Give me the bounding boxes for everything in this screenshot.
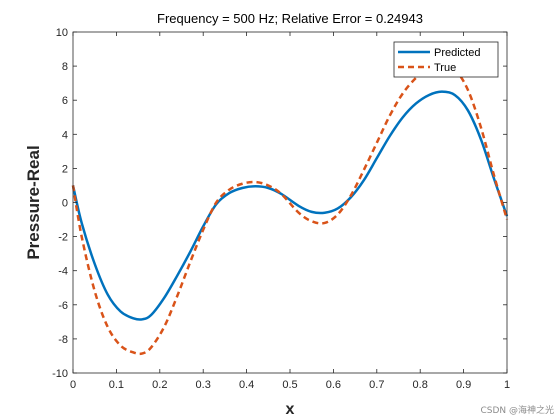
series-layer xyxy=(71,63,509,356)
y-tick-label: -8 xyxy=(58,334,68,346)
legend: Predicted True xyxy=(393,41,499,78)
chart-title: Frequency = 500 Hz; Relative Error = 0.2… xyxy=(157,11,423,26)
y-tick-label: -6 xyxy=(58,300,68,312)
x-tick-label: 0.1 xyxy=(109,379,124,391)
x-tick-label: 0.7 xyxy=(369,379,384,391)
watermark-text: CSDN @海神之光 xyxy=(480,406,554,416)
x-tick-label: 0.5 xyxy=(282,379,297,391)
legend-box xyxy=(393,41,499,78)
x-tick-label: 1 xyxy=(504,379,510,391)
x-tick-label: 0.6 xyxy=(326,379,341,391)
x-tick-label: 0.8 xyxy=(413,379,428,391)
series-line-predicted xyxy=(71,90,509,321)
y-tick-label: 10 xyxy=(56,27,68,39)
y-tick-label: -10 xyxy=(52,368,68,380)
x-tick-label: 0.3 xyxy=(196,379,211,391)
legend-label-true: True xyxy=(434,62,456,74)
x-tick-label: 0.2 xyxy=(152,379,167,391)
y-tick-label: 8 xyxy=(62,61,68,73)
x-axis-label: x xyxy=(286,401,295,418)
x-tick-label: 0 xyxy=(70,379,76,391)
y-axis-label: Pressure-Real xyxy=(24,145,43,259)
x-tick-label: 0.9 xyxy=(456,379,471,391)
axes-layer: 0 0.1 0.2 0.3 0.4 0.5 0.6 0.7 0.8 0.9 1 -10 -8 -6 -4 -2… xyxy=(52,27,510,391)
y-tick-label: 2 xyxy=(62,163,68,175)
legend-label-predicted: Predicted xyxy=(434,47,480,59)
y-tick-label: 6 xyxy=(62,95,68,107)
x-tick-label: 0.4 xyxy=(239,379,254,391)
y-tick-label: 0 xyxy=(62,198,68,210)
series-line-true xyxy=(71,63,509,356)
y-tick-label: -4 xyxy=(58,266,68,278)
y-tick-label: 4 xyxy=(62,129,68,141)
y-tick-label: -2 xyxy=(58,232,68,244)
